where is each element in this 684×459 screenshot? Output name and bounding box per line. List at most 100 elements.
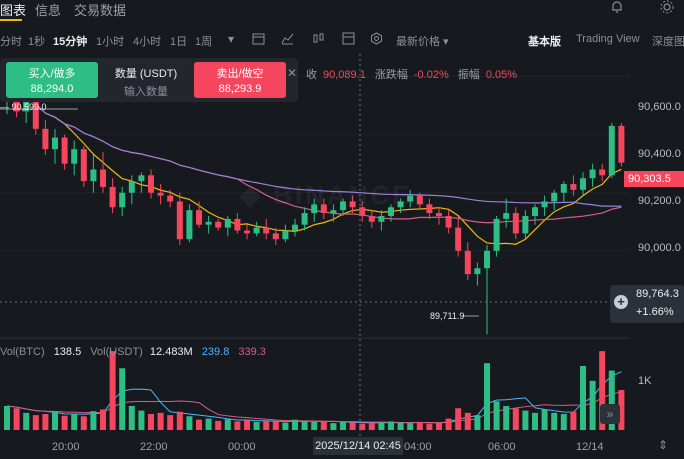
- price-tick: 90,600.0: [638, 101, 681, 113]
- settings-hex-icon[interactable]: [370, 32, 383, 48]
- volume-bar: [311, 422, 318, 430]
- candle-body: [52, 137, 58, 150]
- interval-15m[interactable]: 15分钟: [53, 36, 88, 48]
- candle-body: [388, 207, 394, 216]
- time-tick: 04:00: [404, 441, 432, 453]
- candle-body: [407, 195, 414, 202]
- current-price-tag: 90,303.5: [624, 171, 684, 187]
- buy-long-button[interactable]: 买入/做多 88,294.0: [6, 62, 98, 98]
- interval-1w[interactable]: 1周: [195, 36, 213, 48]
- candle-body: [311, 204, 318, 214]
- vol-btc-value: 138.5: [53, 346, 82, 358]
- interval-timeline[interactable]: 分时: [0, 36, 22, 48]
- sell-short-button[interactable]: 卖出/做空 88,293.9: [194, 62, 286, 98]
- vol-ma2-value: 339.3: [238, 346, 266, 358]
- candle-body: [416, 195, 423, 205]
- candle-body: [128, 181, 135, 193]
- buy-price: 88,294.0: [30, 83, 74, 95]
- candle-body: [100, 169, 106, 187]
- ohlc-legend: 收 90,089.1 涨跌幅 -0.02% 振幅 0.05%: [306, 66, 523, 82]
- candle-body: [522, 215, 529, 234]
- volume-bar: [282, 422, 289, 430]
- indicator-icon[interactable]: [281, 32, 294, 48]
- volume-bar: [330, 423, 337, 430]
- candle-body: [474, 268, 481, 275]
- interval-1s[interactable]: 1秒: [28, 36, 46, 48]
- close-icon[interactable]: ✕: [287, 66, 298, 80]
- volume-bar: [378, 422, 385, 430]
- volume-bar: [340, 422, 346, 430]
- volume-bar: [445, 418, 452, 430]
- candle-body: [224, 218, 231, 228]
- tab-info[interactable]: 信息: [35, 3, 62, 18]
- volume-bar: [359, 423, 366, 430]
- view-basic[interactable]: 基本版: [528, 36, 561, 48]
- layout-icon[interactable]: [342, 32, 355, 48]
- resize-vertical-icon[interactable]: ⇕: [658, 438, 669, 452]
- candle-body: [196, 210, 202, 225]
- candle-body: [167, 195, 174, 202]
- interval-1d[interactable]: 1日: [170, 36, 188, 48]
- volume-ma: [6, 371, 622, 424]
- candle-body: [397, 201, 404, 208]
- volume-bar: [42, 414, 49, 430]
- candle-body: [282, 230, 289, 240]
- chevron-down-icon[interactable]: ▾: [228, 32, 235, 46]
- candle-body: [580, 178, 586, 190]
- volume-bar: [589, 380, 596, 430]
- interval-1h[interactable]: 1小时: [96, 36, 125, 48]
- candle-body: [253, 227, 260, 234]
- volume-bar: [484, 363, 490, 430]
- vol-btc-label: Vol(BTC): [0, 346, 45, 358]
- candle-body: [608, 125, 615, 176]
- price-type-select[interactable]: 最新价格 ▾: [396, 36, 449, 48]
- bell-icon[interactable]: [610, 0, 626, 16]
- volume-bar: [397, 422, 404, 430]
- volume-bar: [157, 412, 164, 430]
- volume-bar: [215, 420, 222, 430]
- calendar-icon[interactable]: [252, 32, 265, 48]
- volume-bar: [176, 411, 183, 430]
- tab-trading-data[interactable]: 交易数据: [74, 3, 127, 18]
- quantity-field[interactable]: 数量 (USDT) 输入数量: [100, 62, 192, 98]
- candle-body: [541, 201, 548, 208]
- volume-tick: 1K: [638, 375, 652, 387]
- ma-line: [6, 82, 622, 245]
- scroll-right-icon[interactable]: »: [600, 404, 620, 424]
- plus-icon[interactable]: +: [614, 295, 628, 309]
- view-depth[interactable]: 深度图: [652, 36, 684, 48]
- volume-bar: [90, 411, 97, 430]
- crosshair-price-tag[interactable]: + 89,764.3 +1.66%: [610, 285, 684, 323]
- volume-bar: [244, 420, 250, 430]
- quantity-label: 数量 (USDT): [114, 68, 178, 80]
- candle-body: [320, 204, 327, 214]
- volume-bar: [541, 409, 548, 430]
- tab-chart[interactable]: 图表: [0, 3, 27, 18]
- time-tick: 12/14: [576, 441, 604, 453]
- top-tabs: 图表 信息 交易数据: [0, 0, 684, 22]
- candle-type-icon[interactable]: [312, 32, 325, 48]
- candle-body: [148, 175, 154, 193]
- candle-body: [426, 204, 433, 214]
- volume-bar: [100, 409, 106, 430]
- settings-icon[interactable]: [660, 0, 676, 16]
- interval-4h[interactable]: 4小时: [133, 36, 162, 48]
- change-value: -0.02%: [413, 69, 449, 81]
- volume-bars: [4, 351, 625, 430]
- candle-body: [292, 224, 298, 231]
- candle-body: [157, 192, 164, 196]
- view-tradingview[interactable]: Trading View: [576, 33, 640, 45]
- candle-body: [119, 192, 126, 208]
- volume-bar: [196, 419, 202, 430]
- candle-body: [330, 210, 337, 214]
- candle-body: [90, 169, 97, 182]
- volume-bar: [167, 415, 174, 430]
- volume-bar: [599, 351, 606, 430]
- volume-bar: [71, 413, 78, 430]
- candle-body: [349, 201, 356, 208]
- candle-body: [512, 213, 519, 234]
- vol-ma1-value: 239.8: [201, 346, 230, 358]
- volume-bar: [272, 421, 279, 430]
- volume-bar: [119, 368, 126, 430]
